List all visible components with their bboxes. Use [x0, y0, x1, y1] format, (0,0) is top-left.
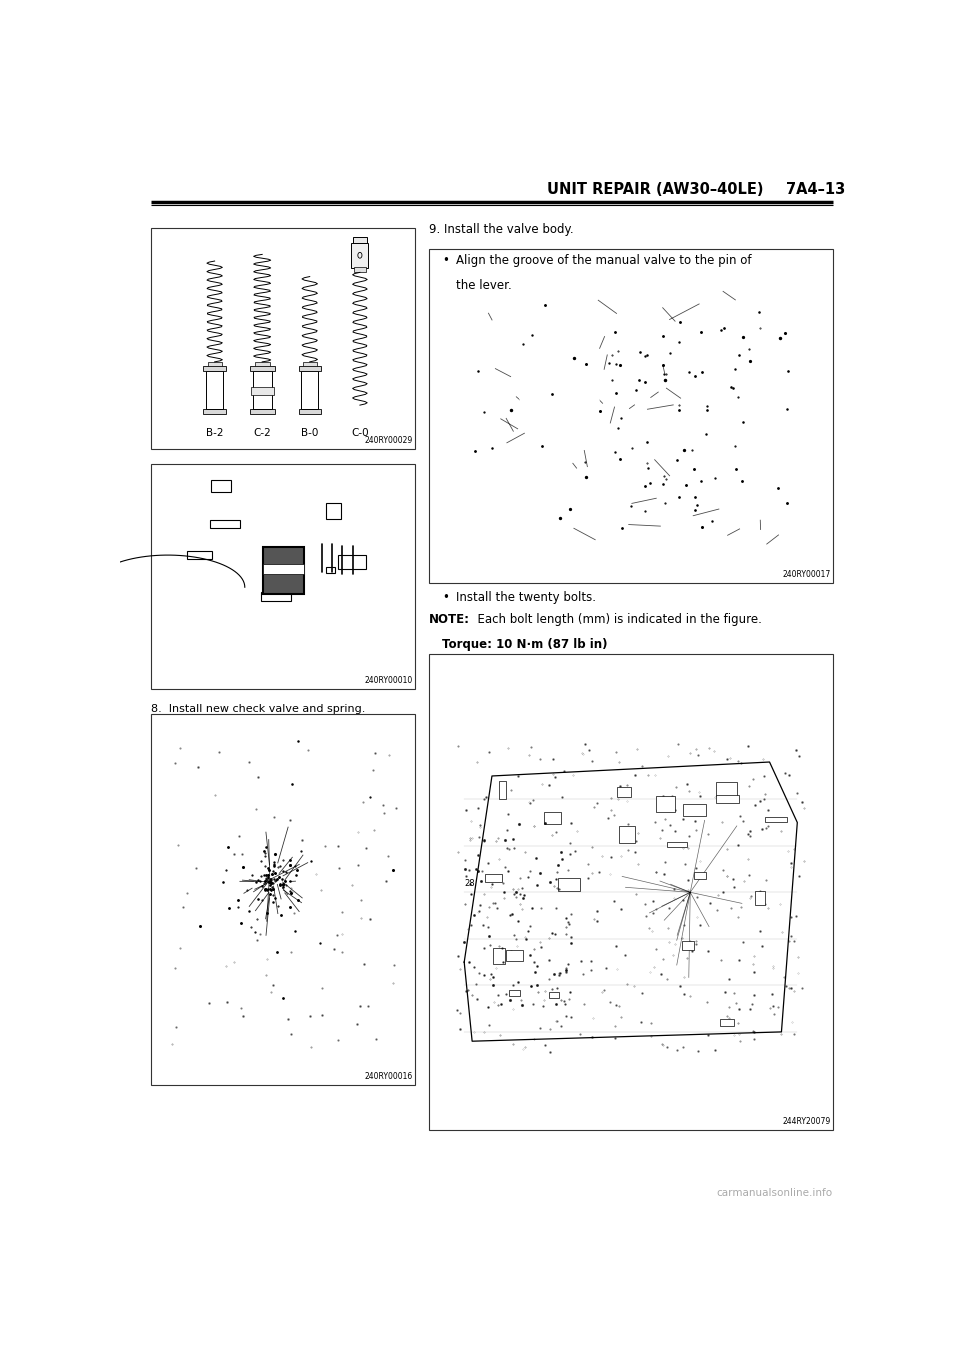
Text: 240RY00016: 240RY00016	[365, 1071, 413, 1081]
Text: •: •	[443, 591, 449, 604]
Bar	[299, 409, 321, 414]
Text: Install the twenty bolts.: Install the twenty bolts.	[456, 591, 595, 604]
Bar	[506, 951, 523, 960]
Bar	[204, 409, 226, 414]
Text: 244RY20079: 244RY20079	[782, 1118, 830, 1126]
Bar	[263, 564, 304, 574]
Bar	[544, 812, 561, 824]
Bar	[263, 546, 304, 593]
Bar	[152, 464, 416, 689]
Bar	[211, 479, 230, 492]
Bar	[250, 409, 275, 414]
Bar	[187, 551, 211, 558]
Text: 240RY00029: 240RY00029	[365, 436, 413, 445]
Bar	[252, 372, 272, 409]
Bar	[351, 243, 369, 268]
Text: 240RY00017: 240RY00017	[782, 570, 830, 579]
Bar	[657, 796, 675, 812]
Bar	[301, 372, 319, 409]
Bar	[720, 1018, 734, 1025]
Bar	[492, 948, 505, 964]
Circle shape	[519, 344, 599, 455]
Bar	[499, 781, 506, 799]
Bar	[261, 592, 291, 602]
Circle shape	[177, 574, 195, 600]
Text: 7A4–13: 7A4–13	[786, 182, 845, 197]
Bar	[755, 891, 765, 904]
Bar	[429, 655, 832, 1130]
Bar	[206, 372, 224, 409]
Bar	[429, 249, 832, 584]
Circle shape	[198, 574, 215, 600]
Text: 28: 28	[465, 879, 475, 888]
Bar	[152, 714, 416, 1085]
Text: B-0: B-0	[301, 428, 319, 439]
Text: UNIT REPAIR (AW30–40LE): UNIT REPAIR (AW30–40LE)	[547, 182, 764, 197]
Bar	[682, 941, 694, 949]
Circle shape	[327, 608, 373, 674]
Text: Align the groove of the manual valve to the pin of: Align the groove of the manual valve to …	[456, 254, 751, 268]
Text: carmanualsonline.info: carmanualsonline.info	[716, 1188, 832, 1198]
Circle shape	[255, 608, 301, 674]
Bar	[204, 367, 226, 372]
Bar	[299, 367, 321, 372]
Bar	[251, 387, 274, 395]
Bar	[617, 788, 632, 797]
Bar	[509, 990, 520, 995]
Bar	[667, 842, 687, 847]
Bar	[338, 554, 367, 569]
Bar	[326, 504, 341, 519]
Text: C-2: C-2	[253, 428, 271, 439]
Bar	[210, 520, 240, 527]
Bar	[619, 826, 636, 843]
Bar	[559, 879, 580, 891]
Bar	[302, 361, 317, 367]
Bar	[326, 568, 335, 573]
Bar	[354, 266, 366, 273]
Text: B-2: B-2	[205, 428, 224, 439]
Bar	[716, 796, 739, 803]
Bar	[207, 361, 222, 367]
Bar	[254, 361, 270, 367]
Text: the lever.: the lever.	[456, 278, 512, 292]
Text: Torque: 10 N·m (87 lb in): Torque: 10 N·m (87 lb in)	[443, 638, 608, 650]
Bar	[353, 236, 367, 243]
Bar	[715, 782, 737, 796]
Text: C-0: C-0	[351, 428, 369, 439]
Text: •: •	[443, 254, 449, 268]
Circle shape	[183, 608, 229, 674]
Text: NOTE:: NOTE:	[429, 612, 469, 626]
Bar	[683, 804, 706, 816]
Bar	[548, 993, 559, 998]
Text: 240RY00010: 240RY00010	[365, 676, 413, 684]
Bar	[334, 621, 355, 630]
Text: 8.  Install new check valve and spring.: 8. Install new check valve and spring.	[152, 703, 366, 713]
Text: 9. Install the valve body.: 9. Install the valve body.	[429, 223, 573, 235]
Bar	[250, 367, 275, 372]
Bar	[694, 872, 707, 879]
Bar	[152, 228, 416, 449]
Bar	[765, 818, 787, 822]
Circle shape	[218, 574, 236, 600]
Bar	[485, 873, 502, 883]
Text: Each bolt length (mm) is indicated in the figure.: Each bolt length (mm) is indicated in th…	[469, 612, 761, 626]
